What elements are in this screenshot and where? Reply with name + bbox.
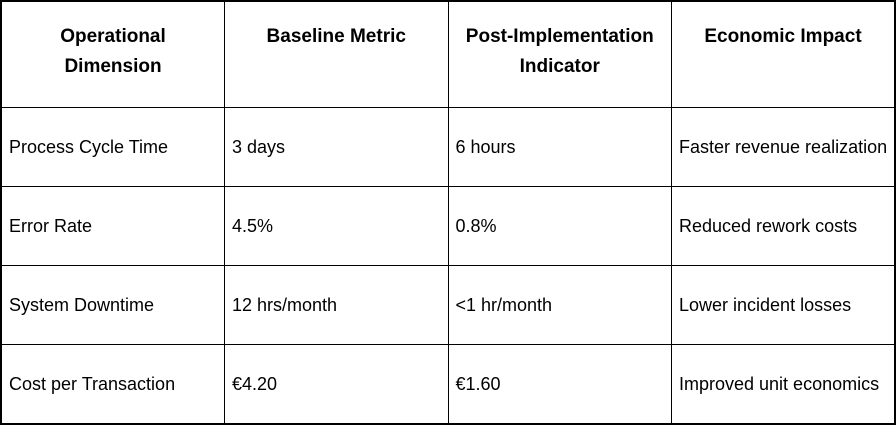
cell-baseline: €4.20 (224, 344, 449, 425)
cell-post-implementation: 6 hours (447, 106, 672, 187)
cell-dimension: Process Cycle Time (0, 106, 225, 187)
table-row-process-cycle-time: Process Cycle Time 3 days 6 hours Faster… (0, 106, 896, 187)
cell-dimension: Cost per Transaction (0, 344, 225, 425)
col-header-baseline-metric: Baseline Metric (224, 0, 449, 108)
cell-baseline: 3 days (224, 106, 449, 187)
table-row-error-rate: Error Rate 4.5% 0.8% Reduced rework cost… (0, 185, 896, 267)
cell-post-implementation: €1.60 (447, 344, 672, 425)
cell-dimension: System Downtime (0, 264, 225, 346)
header-row: Operational Dimension Baseline Metric Po… (0, 0, 896, 108)
cell-economic-impact: Improved unit economics (671, 344, 896, 425)
cell-dimension: Error Rate (0, 185, 225, 267)
cell-baseline: 4.5% (224, 185, 449, 267)
table-row-cost-per-transaction: Cost per Transaction €4.20 €1.60 Improve… (0, 344, 896, 425)
cell-baseline: 12 hrs/month (224, 264, 449, 346)
cell-economic-impact: Faster revenue realization (671, 106, 896, 187)
cell-post-implementation: 0.8% (447, 185, 672, 267)
cell-economic-impact: Reduced rework costs (671, 185, 896, 267)
col-header-economic-impact: Economic Impact (671, 0, 896, 108)
col-header-post-implementation-indicator: Post-Implementation Indicator (447, 0, 672, 108)
table-row-system-downtime: System Downtime 12 hrs/month <1 hr/month… (0, 264, 896, 346)
col-header-operational-dimension: Operational Dimension (0, 0, 225, 108)
cell-post-implementation: <1 hr/month (447, 264, 672, 346)
cell-economic-impact: Lower incident losses (671, 264, 896, 346)
